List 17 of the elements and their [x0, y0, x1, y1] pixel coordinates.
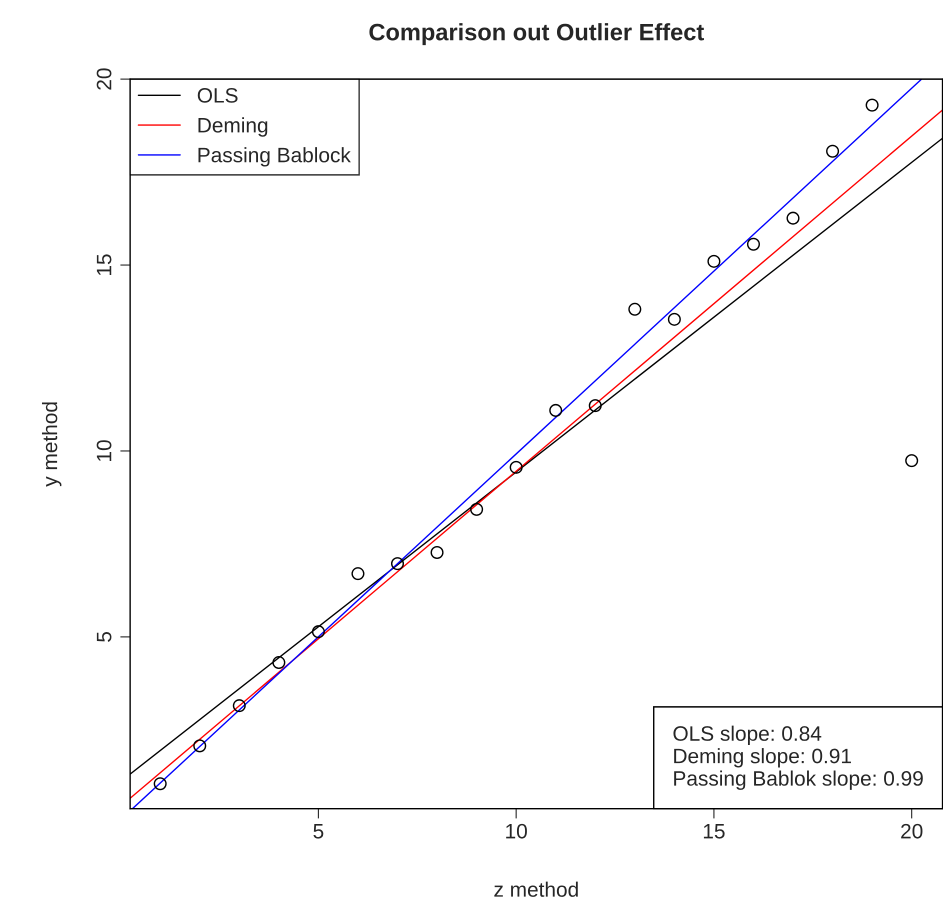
chart-title: Comparison out Outlier Effect: [369, 23, 704, 46]
y-tick-label: 15: [96, 254, 112, 276]
legend-label: Deming: [198, 117, 268, 137]
y-tick-label: 5: [96, 632, 112, 642]
legend-label: OLS: [198, 88, 238, 103]
x-axis-title: z method: [494, 882, 578, 897]
annotation: OLS slope: 0.84: [673, 726, 822, 746]
legend-label: Passing Bablock: [198, 147, 351, 167]
x-tick-label: 20: [901, 824, 922, 839]
y-tick-label: 10: [96, 440, 112, 461]
y-axis-title: y method: [42, 402, 62, 487]
x-tick-label: 5: [313, 824, 324, 839]
annotation: Deming slope: 0.91: [674, 748, 851, 768]
x-tick-label: 10: [506, 824, 527, 839]
annotation: Passing Bablok slope: 0.99: [674, 770, 923, 790]
x-tick-label: 15: [704, 824, 725, 839]
y-tick-label: 20: [96, 68, 112, 90]
